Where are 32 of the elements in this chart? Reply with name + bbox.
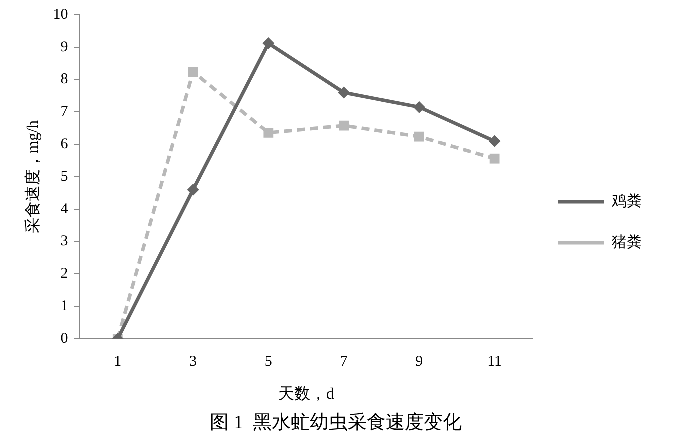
point <box>339 120 349 131</box>
x-tick-label: 1 <box>114 354 122 370</box>
x-tick-label: 7 <box>340 354 348 370</box>
y-tick-label: 9 <box>60 39 68 56</box>
point <box>414 132 424 142</box>
y-tick-label: 5 <box>60 168 68 185</box>
point <box>262 38 275 50</box>
point <box>338 86 350 99</box>
y-tick-label: 1 <box>60 298 68 315</box>
y-tick-label: 8 <box>60 72 68 88</box>
y-tick-label: 10 <box>53 6 68 23</box>
legend-label: 鸡粪 <box>611 192 642 210</box>
x-tick-label: 3 <box>190 354 198 370</box>
y-tick-label: 4 <box>60 201 69 218</box>
point <box>188 67 198 77</box>
x-tick-label: 5 <box>264 354 272 370</box>
y-axis-title: 采食速度，mg/h <box>24 120 42 234</box>
x-axis-title: 天数，d <box>278 386 334 403</box>
y-tick-label: 2 <box>60 266 68 282</box>
point <box>264 128 274 138</box>
point <box>413 101 426 114</box>
y-tick-label: 3 <box>60 234 68 250</box>
text: 图 1 黑水虻幼虫采食速度变化 <box>210 412 462 434</box>
legend-label: 猪粪 <box>612 234 642 251</box>
point <box>490 154 500 164</box>
y-tick-label: 7 <box>60 104 69 120</box>
point <box>187 184 200 196</box>
point <box>488 135 501 148</box>
x-tick-label: 11 <box>488 354 502 370</box>
y-tick-label: 6 <box>60 136 69 153</box>
x-tick-label: 9 <box>416 354 424 370</box>
y-tick-label: 0 <box>60 330 68 347</box>
